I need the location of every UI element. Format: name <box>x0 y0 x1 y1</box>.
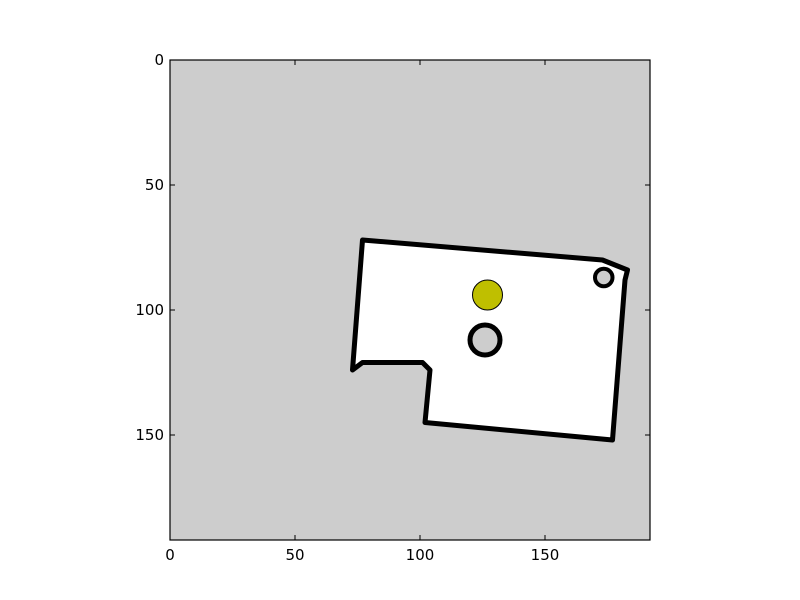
x-tick-label: 150 <box>531 546 560 564</box>
y-tick-label: 150 <box>135 426 164 444</box>
x-tick-label: 50 <box>285 546 304 564</box>
y-tick-label: 50 <box>145 176 164 194</box>
x-axis-ticks: 0 50 100 150 <box>165 60 559 564</box>
y-tick-label: 0 <box>154 51 164 69</box>
y-tick-label: 100 <box>135 301 164 319</box>
x-tick-label: 0 <box>165 546 175 564</box>
x-tick-label: 100 <box>406 546 435 564</box>
robot-marker <box>472 279 503 311</box>
y-axis-ticks: 0 50 100 150 <box>135 51 650 444</box>
plot-frame <box>169 59 651 541</box>
round-obstacle <box>467 322 503 358</box>
corner-obstacle <box>593 266 615 289</box>
